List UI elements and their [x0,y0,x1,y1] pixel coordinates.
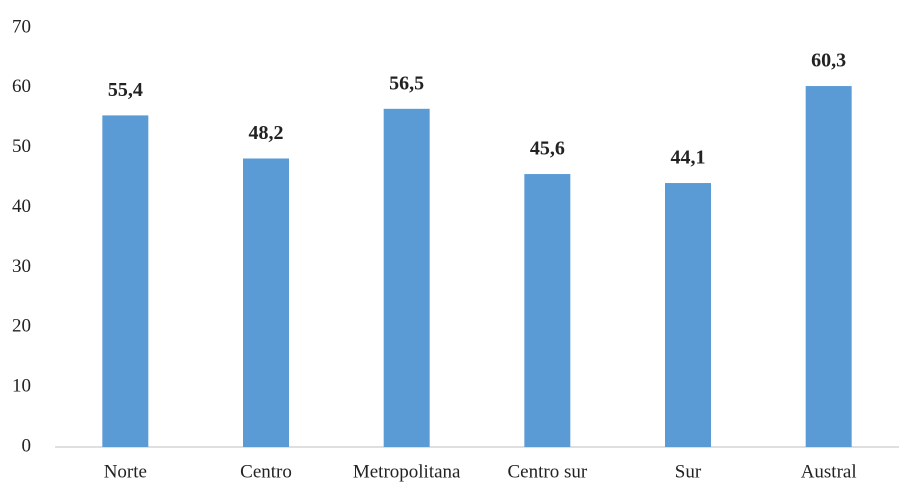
x-tick-label: Metropolitana [353,461,461,482]
x-tick-label: Austral [801,461,857,482]
bar [665,183,711,447]
y-tick-label: 60 [12,76,31,97]
data-label: 45,6 [530,138,565,160]
x-tick-label: Centro sur [507,461,587,482]
y-tick-label: 30 [12,256,31,277]
bar [243,158,289,447]
data-label: 48,2 [249,122,284,144]
bar [102,115,149,448]
data-label: 56,5 [389,72,424,94]
data-label: 44,1 [671,147,706,169]
y-tick-label: 70 [12,16,31,37]
bar [524,174,571,447]
x-tick-label: Centro [240,461,292,482]
y-tick-label: 10 [12,376,31,397]
x-tick-label: Norte [104,461,147,482]
y-tick-label: 40 [12,196,31,217]
y-tick-label: 50 [12,136,31,157]
x-tick-label: Sur [675,461,702,482]
data-label: 55,4 [108,79,143,101]
data-label: 60,3 [811,50,846,72]
bar [383,108,430,448]
y-tick-label: 0 [22,435,32,456]
y-tick-label: 20 [12,316,31,337]
bar [805,86,852,447]
